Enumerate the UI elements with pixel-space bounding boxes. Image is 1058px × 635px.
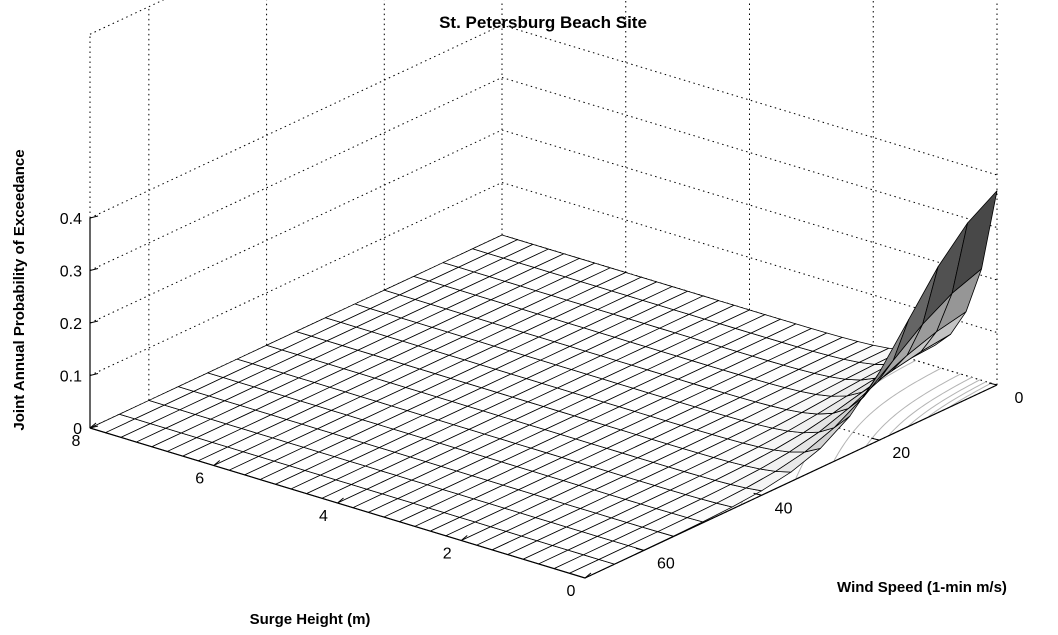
y-tick-label: 0 bbox=[1015, 390, 1024, 407]
x-tick-label: 8 bbox=[72, 433, 81, 450]
x-tick-label: 4 bbox=[319, 508, 328, 525]
z-tick-label: 0.1 bbox=[60, 369, 82, 386]
contour-line bbox=[889, 376, 973, 435]
z-tick-label: 0.2 bbox=[60, 316, 82, 333]
z-tick-label: 0.3 bbox=[60, 264, 82, 281]
z-axis-label: Joint Annual Probability of Exceedance bbox=[11, 149, 28, 430]
chart-title: St. Petersburg Beach Site bbox=[439, 13, 647, 32]
grid-line bbox=[501, 129, 998, 281]
y-tick-label: 40 bbox=[775, 500, 793, 517]
x-tick bbox=[213, 460, 221, 466]
contour-line bbox=[928, 381, 987, 417]
x-tick bbox=[337, 497, 344, 504]
x-axis-label: Surge Height (m) bbox=[250, 611, 371, 628]
x-tick bbox=[460, 535, 468, 541]
grid-line bbox=[89, 24, 503, 219]
axis-lines bbox=[89, 215, 998, 579]
grid-line bbox=[89, 182, 503, 376]
contour-line bbox=[833, 367, 942, 461]
grid-line bbox=[501, 24, 998, 176]
contour-line bbox=[907, 379, 981, 427]
grid-line bbox=[89, 0, 165, 35]
z-tick bbox=[89, 425, 99, 429]
z-tick bbox=[89, 373, 99, 376]
y-tick bbox=[753, 492, 762, 496]
y-tick bbox=[988, 382, 998, 386]
y-tick-label: 20 bbox=[892, 445, 910, 462]
contour-line bbox=[949, 382, 992, 408]
x-tick-label: 0 bbox=[567, 583, 576, 600]
y-tick bbox=[635, 547, 644, 551]
z-tick bbox=[89, 268, 99, 271]
x-tick-label: 6 bbox=[195, 471, 204, 488]
contour-line bbox=[866, 373, 961, 446]
z-tick bbox=[89, 215, 99, 219]
probability-surface bbox=[89, 190, 998, 579]
grid-line bbox=[89, 77, 503, 271]
grid-line bbox=[501, 77, 998, 228]
z-tick-label: 0.4 bbox=[60, 211, 82, 228]
grid-line bbox=[501, 182, 998, 333]
x-tick bbox=[89, 422, 97, 429]
y-axis-line bbox=[584, 384, 998, 579]
x-tick-label: 2 bbox=[443, 546, 452, 563]
z-tick bbox=[89, 320, 99, 324]
y-tick bbox=[871, 437, 880, 441]
y-tick-label: 60 bbox=[657, 555, 675, 572]
grid-line bbox=[89, 129, 503, 324]
z-tick-label: 0 bbox=[73, 421, 82, 438]
y-axis-label: Wind Speed (1-min m/s) bbox=[837, 579, 1007, 596]
surface-patch bbox=[951, 190, 998, 294]
x-tick bbox=[584, 572, 592, 579]
